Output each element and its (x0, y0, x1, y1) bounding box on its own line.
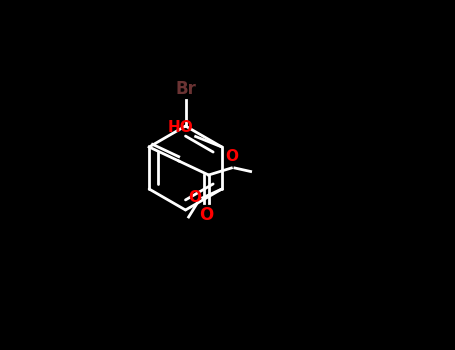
Text: Br: Br (175, 80, 196, 98)
Text: O: O (199, 206, 214, 224)
Text: O: O (225, 149, 238, 164)
Text: O: O (188, 190, 202, 205)
Text: HO: HO (168, 120, 194, 135)
